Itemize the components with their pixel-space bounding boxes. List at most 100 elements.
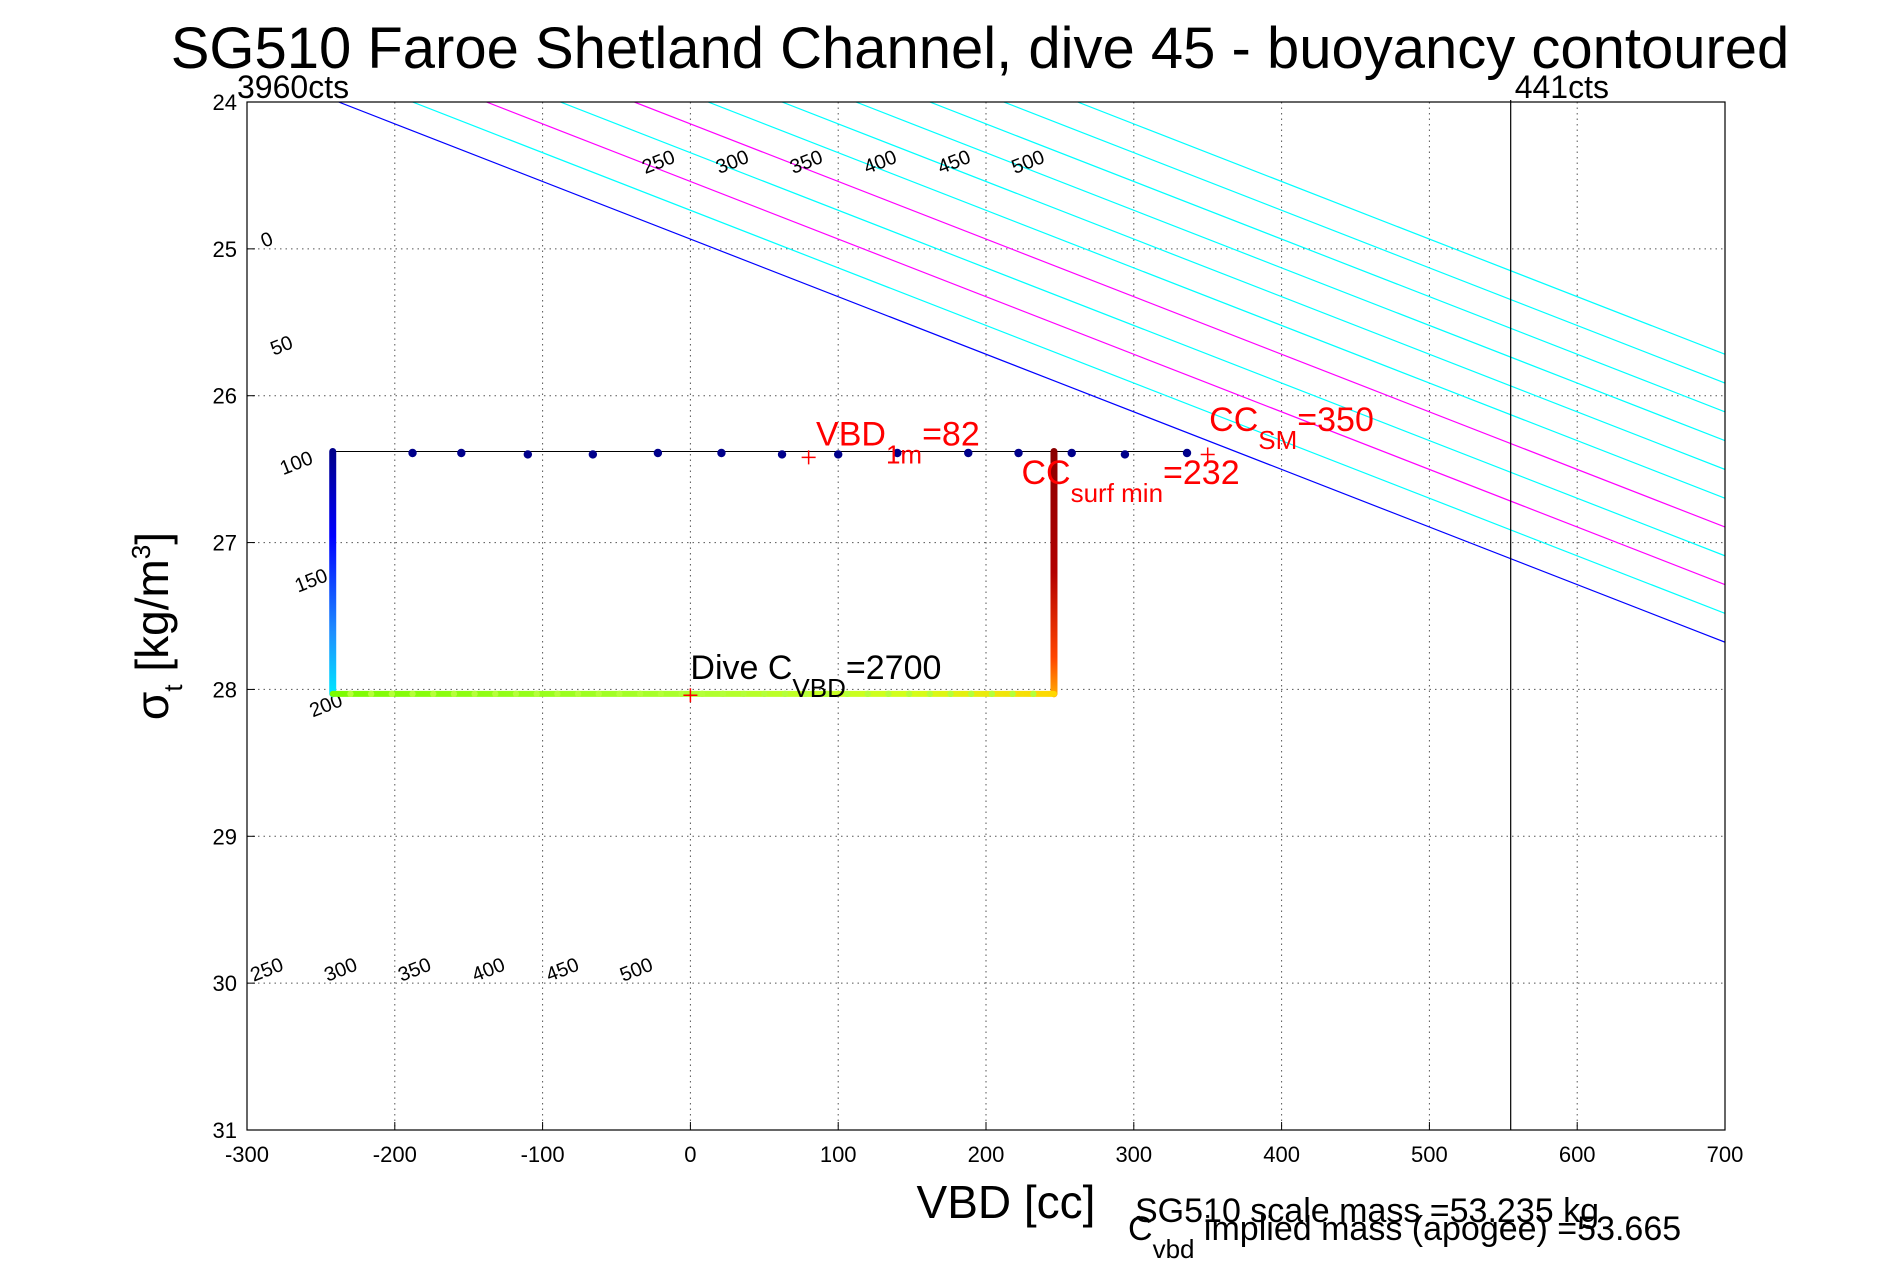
contour-line-200 [634,102,1725,528]
y-axis-label: σt [kg/m3] [126,532,188,720]
footer-scale-mass: SG510 scale mass =53.235 kg [1135,1192,1599,1230]
corner-label-left: 3960cts [237,69,349,105]
footer-implied-sub: vbd [1153,1234,1195,1262]
annotation-cc-surf-min: CCsurf min=232 [1021,454,1239,508]
y-axis-label-rest: [kg/m [126,559,178,684]
surface-point [777,450,787,459]
x-tick-label: -100 [521,1142,565,1167]
dive-trace [329,448,1192,698]
bottom-point [885,690,892,698]
bottom-point [595,690,602,698]
chart-title: SG510 Faroe Shetland Channel, dive 45 - … [171,16,1790,81]
contour-line-300 [781,102,1725,471]
bottom-point [512,690,520,698]
annotation-cc-surf-min-sub: surf min [1071,478,1163,508]
bottom-point [430,690,437,698]
annotation-vbd-1m-main: VBD [816,416,886,454]
plus-marker-vbd-1m [801,450,816,465]
bottom-point [699,690,706,698]
surface-point [1120,450,1130,459]
annotation-cc-sm: CCSM=350 [1209,401,1374,455]
contour-line-450 [1003,102,1725,384]
bottom-point [947,690,954,698]
surface-point [1014,448,1023,458]
bottom-point [968,690,975,698]
surface-point [964,448,973,458]
bottom-point [574,690,582,698]
bottom-point [864,690,871,698]
annotation-cc-surf-min-value: =232 [1163,454,1240,492]
bottom-point [719,690,727,698]
bottom-point [367,690,375,698]
x-axis-ticks: -300 -200 -100 0 100 200 300 400 500 600 700 [225,1122,1743,1167]
annotation-dive-c-vbd-main: Dive C [690,649,792,687]
bottom-point [781,690,789,698]
annotation-dive-c-vbd-sub: VBD [792,673,845,703]
contour-line-500 [1077,102,1725,355]
y-tick-label: 29 [213,824,237,849]
x-tick-label: -200 [373,1142,417,1167]
bottom-point [409,690,416,698]
surface-point [1182,448,1192,458]
bottom-point [802,690,809,698]
y-axis-ticks: 24 25 26 27 28 29 30 31 [213,90,255,1143]
y-tick-label: 24 [213,90,237,115]
y-axis-label-sup: 3 [126,545,156,559]
y-tick-label: 25 [213,237,237,262]
y-tick-label: 28 [213,677,237,702]
annotation-cc-sm-sub: SM [1258,425,1297,455]
surface-point [408,448,417,458]
bottom-point [988,690,996,698]
plus-marker-cc-sm [1200,447,1215,462]
bottom-point [678,690,685,698]
bottom-point [761,690,768,698]
contour-line-250 [707,102,1725,499]
bottom-point [823,690,830,698]
x-tick-label: 300 [1115,1142,1152,1167]
bottom-point [740,690,747,698]
y-tick-label: 27 [213,531,237,556]
bottom-point [554,690,561,698]
annotation-vbd-1m-sub: 1m [886,440,922,470]
bottom-point [636,690,644,698]
bottom-point [1009,690,1016,698]
plus-marker-dive-c-vbd [683,688,698,703]
bottom-point [1030,690,1037,698]
surface-point [893,448,902,458]
y-axis-label-sub: t [158,684,188,692]
annotation-vbd-1m: VBD1m=82 [816,416,980,470]
footer-implied-rest: implied mass (apogee) =53.665 [1194,1210,1681,1248]
annotation-dive-c-vbd: Dive CVBD=2700 [690,649,941,703]
surface-point [457,448,466,458]
y-tick-label: 26 [213,384,237,409]
bottom-point [926,690,934,698]
annotation-vbd-1m-value: =82 [922,416,980,454]
annotation-dive-c-vbd-value: =2700 [846,649,942,687]
contour-line-150 [560,102,1725,557]
bottom-point [492,690,499,698]
surface-point [653,448,663,458]
x-axis-label: VBD [cc] [917,1176,1096,1228]
surface-point [834,450,843,459]
footer-implied-main: C [1128,1210,1153,1248]
surface-point [1067,448,1076,458]
x-tick-label: 0 [684,1142,696,1167]
corner-label-right: 441cts [1515,69,1609,105]
annotation-cc-surf-min-main: CC [1021,454,1070,492]
x-tick-label: 700 [1707,1142,1744,1167]
x-tick-label: 400 [1263,1142,1300,1167]
annotation-cc-sm-main: CC [1209,401,1258,439]
y-axis-label-end: ] [126,532,178,545]
footer-implied-mass: Cvbd implied mass (apogee) =53.665 [1128,1210,1681,1262]
grid-lines [247,102,1725,1130]
x-tick-label: 200 [968,1142,1005,1167]
x-tick-label: 100 [820,1142,857,1167]
surface-point [588,450,598,459]
x-tick-label: 500 [1411,1142,1448,1167]
bottom-point [388,690,396,698]
surface-point [523,450,533,459]
contour-line-350 [855,102,1725,442]
x-tick-label: -300 [225,1142,269,1167]
contour-line-0 [338,102,1725,643]
